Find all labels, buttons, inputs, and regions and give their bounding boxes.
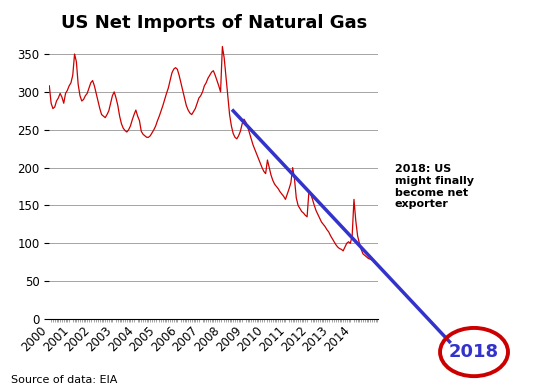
Title: US Net Imports of Natural Gas: US Net Imports of Natural Gas (61, 14, 367, 32)
Text: Source of data: EIA: Source of data: EIA (11, 375, 117, 385)
Text: 2018: US
might finally
become net
exporter: 2018: US might finally become net export… (395, 164, 473, 209)
Text: 2018: 2018 (449, 343, 499, 361)
